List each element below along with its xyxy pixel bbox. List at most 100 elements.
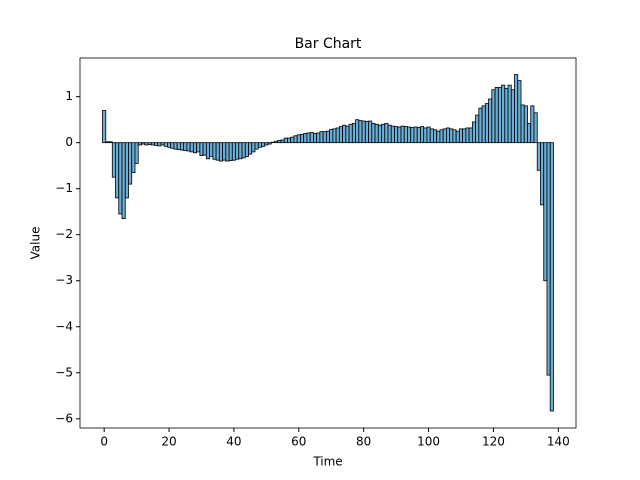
y-tick-label: −3 [55, 273, 73, 287]
bar [118, 142, 123, 215]
bar [517, 80, 522, 144]
bar [244, 142, 249, 157]
bar [180, 142, 185, 151]
bar [455, 130, 460, 144]
y-tick-label: −6 [55, 411, 73, 425]
bar [465, 127, 470, 144]
bar [407, 126, 412, 144]
bar [300, 133, 305, 144]
bar [322, 131, 327, 144]
bar [257, 142, 262, 148]
bar [189, 142, 194, 153]
x-axis-label: Time [312, 455, 342, 469]
x-tick-label: 20 [161, 435, 176, 449]
bar [481, 105, 486, 144]
bar [205, 142, 210, 160]
bar [332, 128, 337, 144]
bar [108, 141, 113, 144]
bar [397, 126, 402, 144]
bar [144, 142, 149, 146]
x-tick-label: 120 [482, 435, 505, 449]
bar [199, 142, 204, 156]
bar [254, 142, 259, 150]
y-axis-label: Value [29, 227, 43, 260]
bar [306, 132, 311, 144]
bar [124, 142, 129, 199]
bar [527, 122, 532, 144]
bar [325, 130, 331, 144]
x-tick-label: 40 [226, 435, 241, 449]
bar [546, 142, 551, 376]
bar [173, 142, 178, 150]
bar [416, 127, 421, 144]
bar [351, 122, 356, 144]
bar [514, 74, 519, 144]
bar [410, 127, 415, 144]
bar [296, 134, 301, 144]
bar [261, 142, 266, 147]
bar [384, 122, 389, 144]
bar [342, 124, 347, 144]
y-tick-label: 0 [65, 135, 73, 149]
bar [147, 142, 152, 145]
bar [361, 120, 366, 144]
bar [510, 89, 515, 144]
bar [491, 89, 496, 144]
bar [494, 87, 499, 144]
y-tick-label: −4 [55, 319, 73, 333]
bar [248, 142, 253, 155]
bar [355, 119, 360, 144]
bar [504, 87, 509, 144]
bar [167, 142, 172, 148]
bar [251, 142, 256, 153]
bar [115, 142, 120, 199]
bar [121, 142, 126, 220]
bar [530, 105, 535, 144]
bar [433, 129, 438, 144]
plot-frame [79, 57, 577, 429]
bar [348, 123, 353, 144]
bar [157, 142, 162, 147]
bar [290, 136, 295, 144]
bar [141, 142, 146, 145]
bar [264, 142, 269, 146]
bar [280, 139, 285, 144]
bar [241, 142, 246, 159]
bar [497, 87, 502, 144]
bar [150, 142, 155, 146]
bar [170, 142, 175, 149]
bar [368, 120, 373, 144]
bar [475, 114, 480, 144]
bar [105, 141, 110, 144]
bar [111, 142, 116, 178]
bar [215, 142, 220, 161]
y-tick-label: −5 [55, 365, 73, 379]
bar [329, 128, 334, 144]
bar [283, 137, 288, 144]
bar [238, 142, 243, 160]
x-tick-label: 0 [100, 435, 108, 449]
bar [536, 142, 541, 171]
bar [413, 126, 418, 144]
bar [394, 126, 399, 144]
bar [543, 142, 548, 282]
bar [501, 84, 506, 144]
x-tick-label: 80 [356, 435, 371, 449]
bar [235, 142, 240, 160]
y-tick-label: −1 [55, 181, 73, 195]
bar [176, 142, 181, 150]
bar [345, 125, 350, 144]
bar [277, 139, 282, 144]
bar [371, 122, 376, 144]
bar [381, 123, 386, 144]
bar [274, 140, 279, 144]
bar [364, 121, 369, 144]
bar [507, 84, 512, 144]
bar [429, 128, 434, 144]
bar [186, 142, 191, 152]
bar [400, 125, 405, 144]
bar [390, 125, 395, 144]
bar [163, 142, 168, 147]
bar [131, 142, 136, 173]
